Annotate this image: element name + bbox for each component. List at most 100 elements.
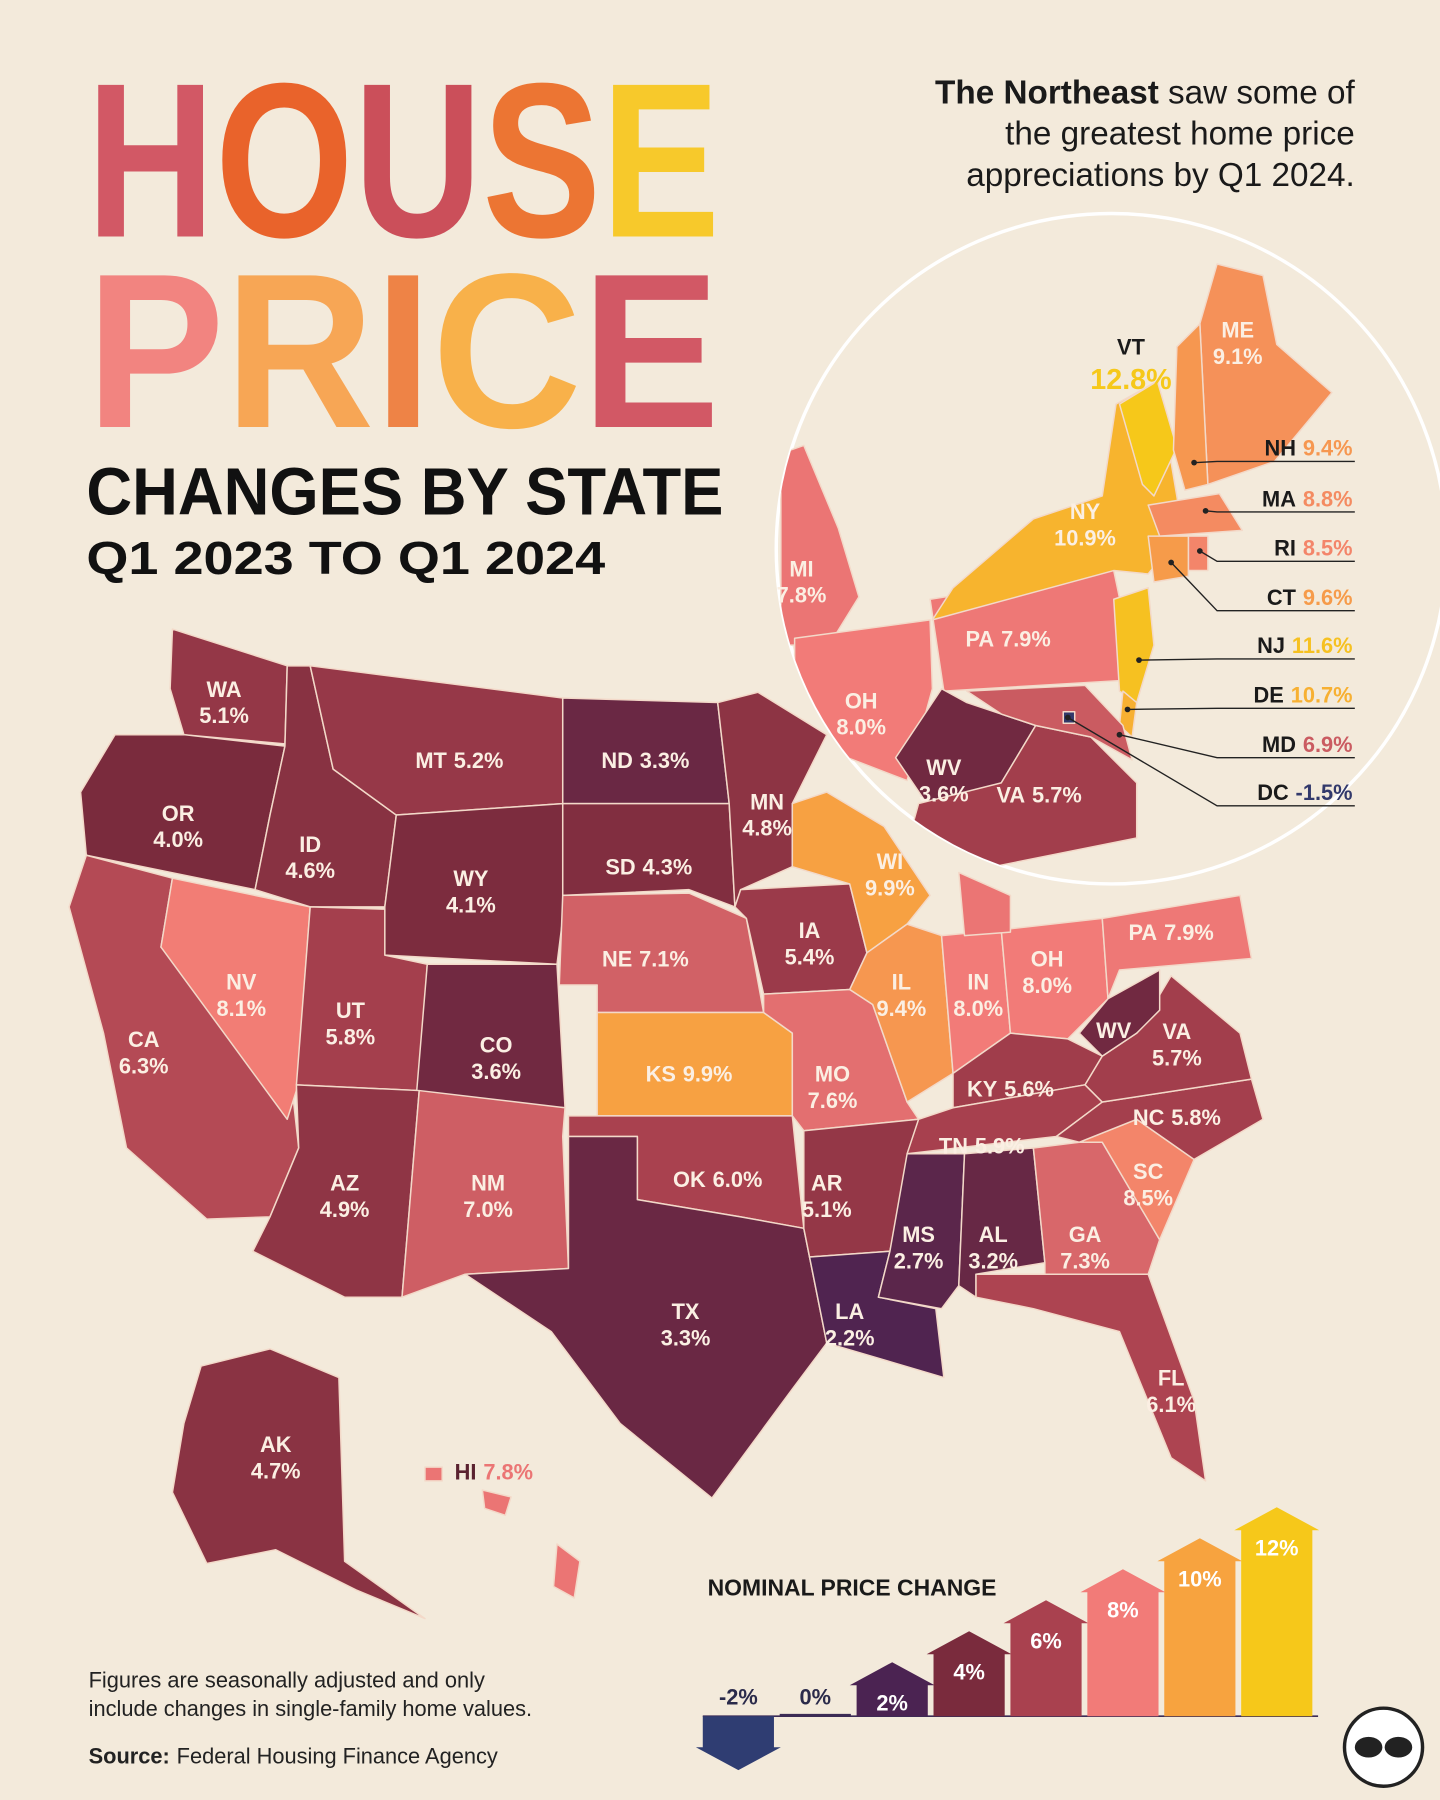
state-value: 5.7% bbox=[1152, 1045, 1202, 1070]
state-value: 9.9% bbox=[683, 1061, 733, 1086]
state-value: 5.8% bbox=[1171, 1105, 1221, 1130]
legend-bar bbox=[849, 1662, 935, 1717]
state-abbr: VT bbox=[1117, 335, 1146, 360]
state-value: 5.8% bbox=[326, 1025, 376, 1050]
legend: NOMINAL PRICE CHANGE -2% 0% 2% 4% 6% 8% 10% 12% bbox=[695, 1507, 1320, 1771]
title-line: HOUSE bbox=[86, 36, 720, 283]
state-value: 8.5% bbox=[1303, 536, 1353, 561]
state-abbr: IL bbox=[892, 970, 911, 995]
state-value: 10.9% bbox=[1054, 525, 1116, 550]
state bbox=[1118, 380, 1178, 497]
leader-line bbox=[1199, 550, 1355, 563]
state-label: CT 9.6% bbox=[1267, 585, 1353, 610]
state-label: VA 5.7% bbox=[997, 782, 1082, 807]
annotation-text: saw some of bbox=[1168, 74, 1356, 111]
state-label: NJ 11.6% bbox=[1257, 633, 1352, 658]
state-label: KS 9.9% bbox=[646, 1061, 733, 1086]
state-abbr: ND bbox=[601, 748, 632, 773]
state-label: DC -1.5% bbox=[1257, 780, 1352, 805]
state bbox=[966, 684, 1133, 761]
state-value: 4.1% bbox=[446, 893, 496, 918]
state-abbr: TN bbox=[939, 1134, 968, 1159]
title: HOUSE PRICE CHANGES BY STATE Q1 2023 TO … bbox=[86, 36, 723, 584]
state-abbr: FL bbox=[1158, 1366, 1185, 1391]
state-abbr: SD bbox=[605, 855, 635, 880]
state-value: 9.9% bbox=[865, 875, 915, 900]
state-abbr: MO bbox=[815, 1061, 850, 1086]
leader-line bbox=[1127, 707, 1355, 711]
leader-dot bbox=[1191, 459, 1197, 466]
state-abbr: DE bbox=[1254, 683, 1284, 708]
state-label: NH 9.4% bbox=[1264, 436, 1352, 461]
leader-dot bbox=[1168, 559, 1175, 566]
legend-label: 8% bbox=[1107, 1597, 1139, 1622]
source: Source: Federal Housing Finance Agency bbox=[89, 1743, 498, 1768]
state-abbr: GA bbox=[1069, 1222, 1102, 1247]
legend-title: NOMINAL PRICE CHANGE bbox=[708, 1575, 997, 1601]
state-label: KY 5.6% bbox=[967, 1076, 1054, 1101]
state-abbr: RI bbox=[1274, 536, 1296, 561]
state-value: 8.0% bbox=[1022, 973, 1072, 998]
state-value: 4.8% bbox=[742, 816, 792, 841]
state-abbr: WY bbox=[453, 866, 489, 891]
state bbox=[561, 802, 736, 908]
state bbox=[975, 1273, 1207, 1482]
leader-dot bbox=[1196, 548, 1203, 554]
state-value: 7.8% bbox=[483, 1460, 533, 1485]
state-abbr: WV bbox=[1096, 1018, 1132, 1043]
legend-bar bbox=[926, 1631, 1012, 1717]
legend-label: 4% bbox=[953, 1659, 985, 1684]
state-abbr: KY bbox=[967, 1076, 998, 1101]
state-value: 3.2% bbox=[968, 1248, 1018, 1273]
state-label: MD 6.9% bbox=[1262, 732, 1352, 757]
state-value: 12.8% bbox=[1090, 364, 1171, 396]
state-value: 3.3% bbox=[640, 748, 690, 773]
title-letter: S bbox=[482, 36, 601, 283]
state-abbr: WI bbox=[877, 849, 904, 874]
state-label: MT 5.2% bbox=[415, 748, 503, 773]
state-abbr: MT bbox=[415, 748, 447, 773]
state-label: TN 5.9% bbox=[939, 1134, 1025, 1159]
footnote-line: include changes in single-family home va… bbox=[89, 1696, 532, 1721]
state-label: SD 4.3% bbox=[605, 855, 692, 880]
state-value: 2.2% bbox=[825, 1325, 875, 1350]
state-abbr: MN bbox=[750, 789, 784, 814]
state-abbr: NM bbox=[471, 1170, 505, 1195]
state-abbr: NY bbox=[1070, 499, 1101, 524]
state bbox=[1000, 917, 1109, 1040]
state-abbr: PA bbox=[1129, 920, 1158, 945]
state-abbr: OK bbox=[673, 1167, 706, 1192]
state-abbr: MS bbox=[902, 1222, 935, 1247]
state-abbr: UT bbox=[336, 998, 366, 1023]
state-value: 5.1% bbox=[802, 1197, 852, 1222]
state-abbr: NJ bbox=[1257, 633, 1285, 658]
state-value: 7.6% bbox=[808, 1088, 858, 1113]
state-value: 4.7% bbox=[251, 1459, 301, 1484]
title-letter: E bbox=[601, 36, 720, 283]
legend-label: 6% bbox=[1030, 1628, 1062, 1653]
state-label: OK 6.0% bbox=[673, 1167, 762, 1192]
title-letter: P bbox=[86, 227, 224, 474]
annotation-text: appreciations by Q1 2024. bbox=[966, 157, 1355, 194]
state-value: 2.7% bbox=[894, 1248, 944, 1273]
state-abbr: NV bbox=[226, 970, 257, 995]
title-letter: R bbox=[225, 227, 375, 474]
state-value: 6.3% bbox=[119, 1053, 169, 1078]
leader-line bbox=[1138, 658, 1355, 661]
leader-dot bbox=[1116, 731, 1123, 738]
state-value: 7.9% bbox=[1001, 626, 1051, 651]
state-abbr: AR bbox=[811, 1170, 843, 1195]
state-value: 3.3% bbox=[661, 1325, 711, 1350]
leader-line bbox=[1194, 460, 1355, 464]
annotation-text: the greatest home price bbox=[1005, 116, 1355, 153]
state-abbr: VA bbox=[997, 782, 1026, 807]
state-value: 4.6% bbox=[285, 858, 335, 883]
state-value: 3.6% bbox=[471, 1059, 521, 1084]
state-label: PA 7.9% bbox=[966, 626, 1051, 651]
state-value: 8.0% bbox=[836, 715, 886, 740]
state bbox=[1199, 263, 1333, 486]
title-letter: U bbox=[354, 36, 483, 283]
map-labels: WA5.1%OR4.0%CA6.3%NV8.1%ID4.6%MT 5.2%WY4.… bbox=[119, 677, 1221, 1485]
state-label: MA 8.8% bbox=[1262, 486, 1352, 511]
